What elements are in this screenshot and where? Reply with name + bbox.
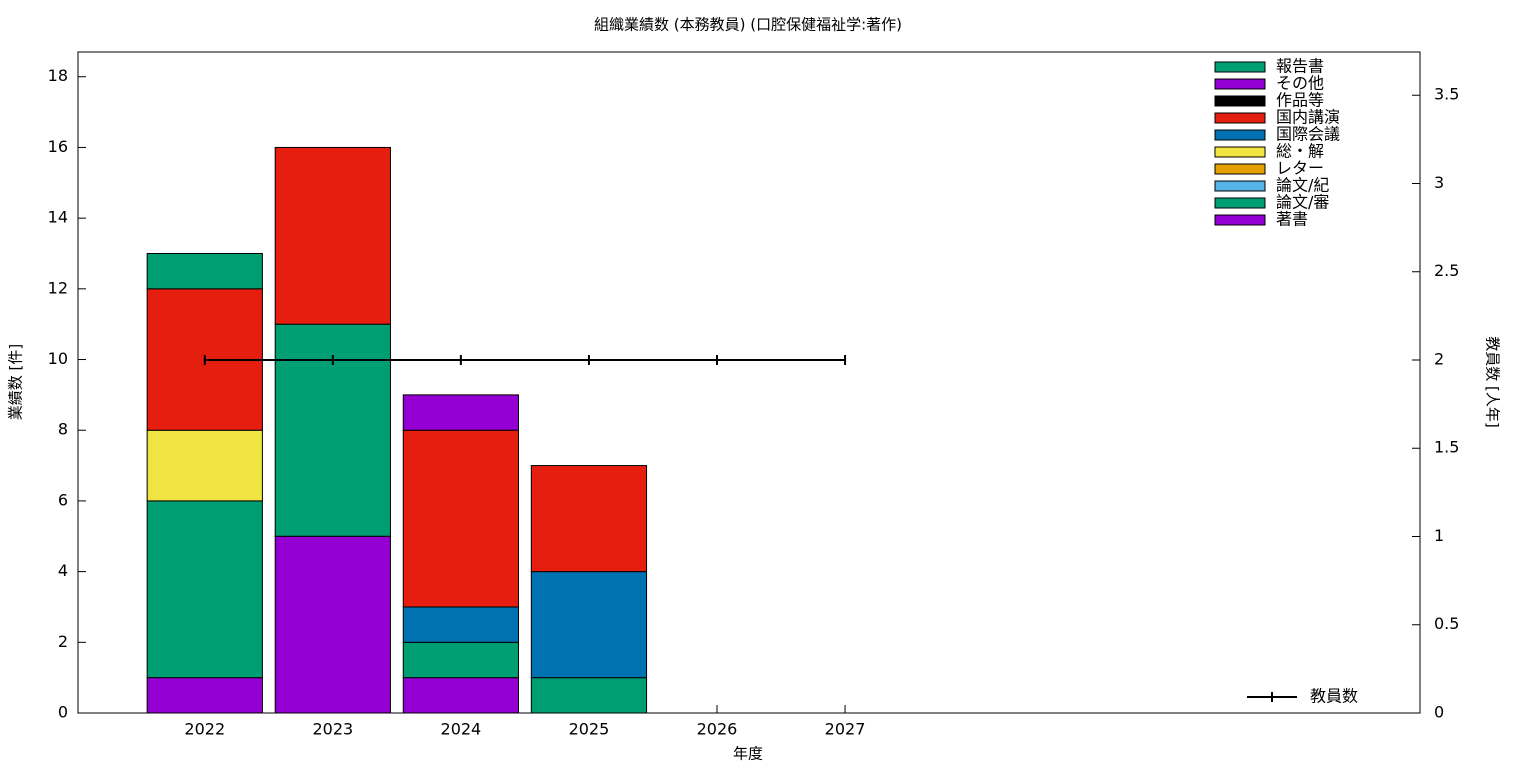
y-tick-label: 0 (58, 703, 68, 722)
legend-swatch (1214, 78, 1266, 90)
bar-segment (402, 394, 520, 431)
legend-swatch (1214, 61, 1266, 73)
y2-tick-label: 2 (1434, 349, 1444, 368)
x-tick-label: 2027 (825, 720, 866, 739)
bar-segment (402, 641, 520, 679)
bar-segment (402, 606, 520, 643)
legend-label: レター (1276, 159, 1324, 178)
legend-label: 教員数 (1310, 687, 1358, 706)
y-tick-label: 6 (58, 490, 68, 509)
x-tick-label: 2024 (441, 720, 482, 739)
legend-swatch (1214, 214, 1266, 226)
plot-frame (77, 51, 1421, 714)
legend-label: 報告書 (1276, 57, 1324, 76)
bar-segment (274, 535, 391, 714)
y2-tick-label: 1 (1434, 526, 1444, 545)
bar-segment (530, 465, 648, 573)
y-tick-label: 16 (48, 137, 68, 156)
legend-label: 著書 (1276, 210, 1308, 229)
bar-segment (146, 500, 263, 679)
y-tick-label: 18 (48, 66, 68, 85)
x-tick-label: 2023 (312, 720, 353, 739)
x-tick-label: 2022 (184, 720, 225, 739)
legend-label: 作品等 (1276, 91, 1324, 110)
bar-segment (530, 677, 648, 714)
y-tick-label: 12 (48, 278, 68, 297)
legend-swatch (1214, 197, 1266, 209)
y2-tick-label: 0.5 (1434, 614, 1459, 633)
y2-tick-label: 3.5 (1434, 85, 1459, 104)
y-tick-label: 4 (58, 561, 68, 580)
legend-label: 論文/審 (1276, 193, 1329, 212)
x-tick-label: 2026 (697, 720, 738, 739)
legend-swatch (1214, 95, 1266, 107)
legend-swatch (1214, 112, 1266, 124)
bar-segment (402, 429, 520, 608)
legend-swatch (1214, 146, 1266, 158)
legend-label: 総・解 (1276, 142, 1324, 161)
legend-label: 論文/紀 (1276, 176, 1329, 195)
legend-swatch (1214, 180, 1266, 192)
bar-segment (146, 252, 263, 290)
legend-swatch (1214, 163, 1266, 175)
y-tick-label: 8 (58, 420, 68, 439)
bar-segment (146, 677, 263, 714)
y2-tick-label: 2.5 (1434, 261, 1459, 280)
y-axis-label: 業績数 [件] (7, 344, 25, 420)
bar-segment (530, 571, 648, 679)
y2-tick-label: 3 (1434, 173, 1444, 192)
y2-axis-label: 教員数 [人年] (1484, 336, 1502, 427)
x-axis-label: 年度 (733, 745, 763, 763)
legend-label: その他 (1276, 74, 1324, 93)
legend-swatch (1214, 129, 1266, 141)
y-tick-label: 10 (48, 349, 68, 368)
chart-title: 組織業績数 (本務教員) (口腔保健福祉学:著作) (594, 16, 902, 34)
bar-segment (274, 146, 391, 325)
y-tick-label: 2 (58, 632, 68, 651)
bar-segment (402, 677, 520, 714)
y-tick-label: 14 (48, 208, 68, 227)
x-tick-label: 2025 (569, 720, 610, 739)
legend-label: 国内講演 (1276, 108, 1340, 127)
legend-label: 国際会議 (1276, 125, 1340, 144)
y2-tick-label: 1.5 (1434, 438, 1459, 457)
bar-segment (146, 429, 263, 502)
y2-tick-label: 0 (1434, 703, 1444, 722)
